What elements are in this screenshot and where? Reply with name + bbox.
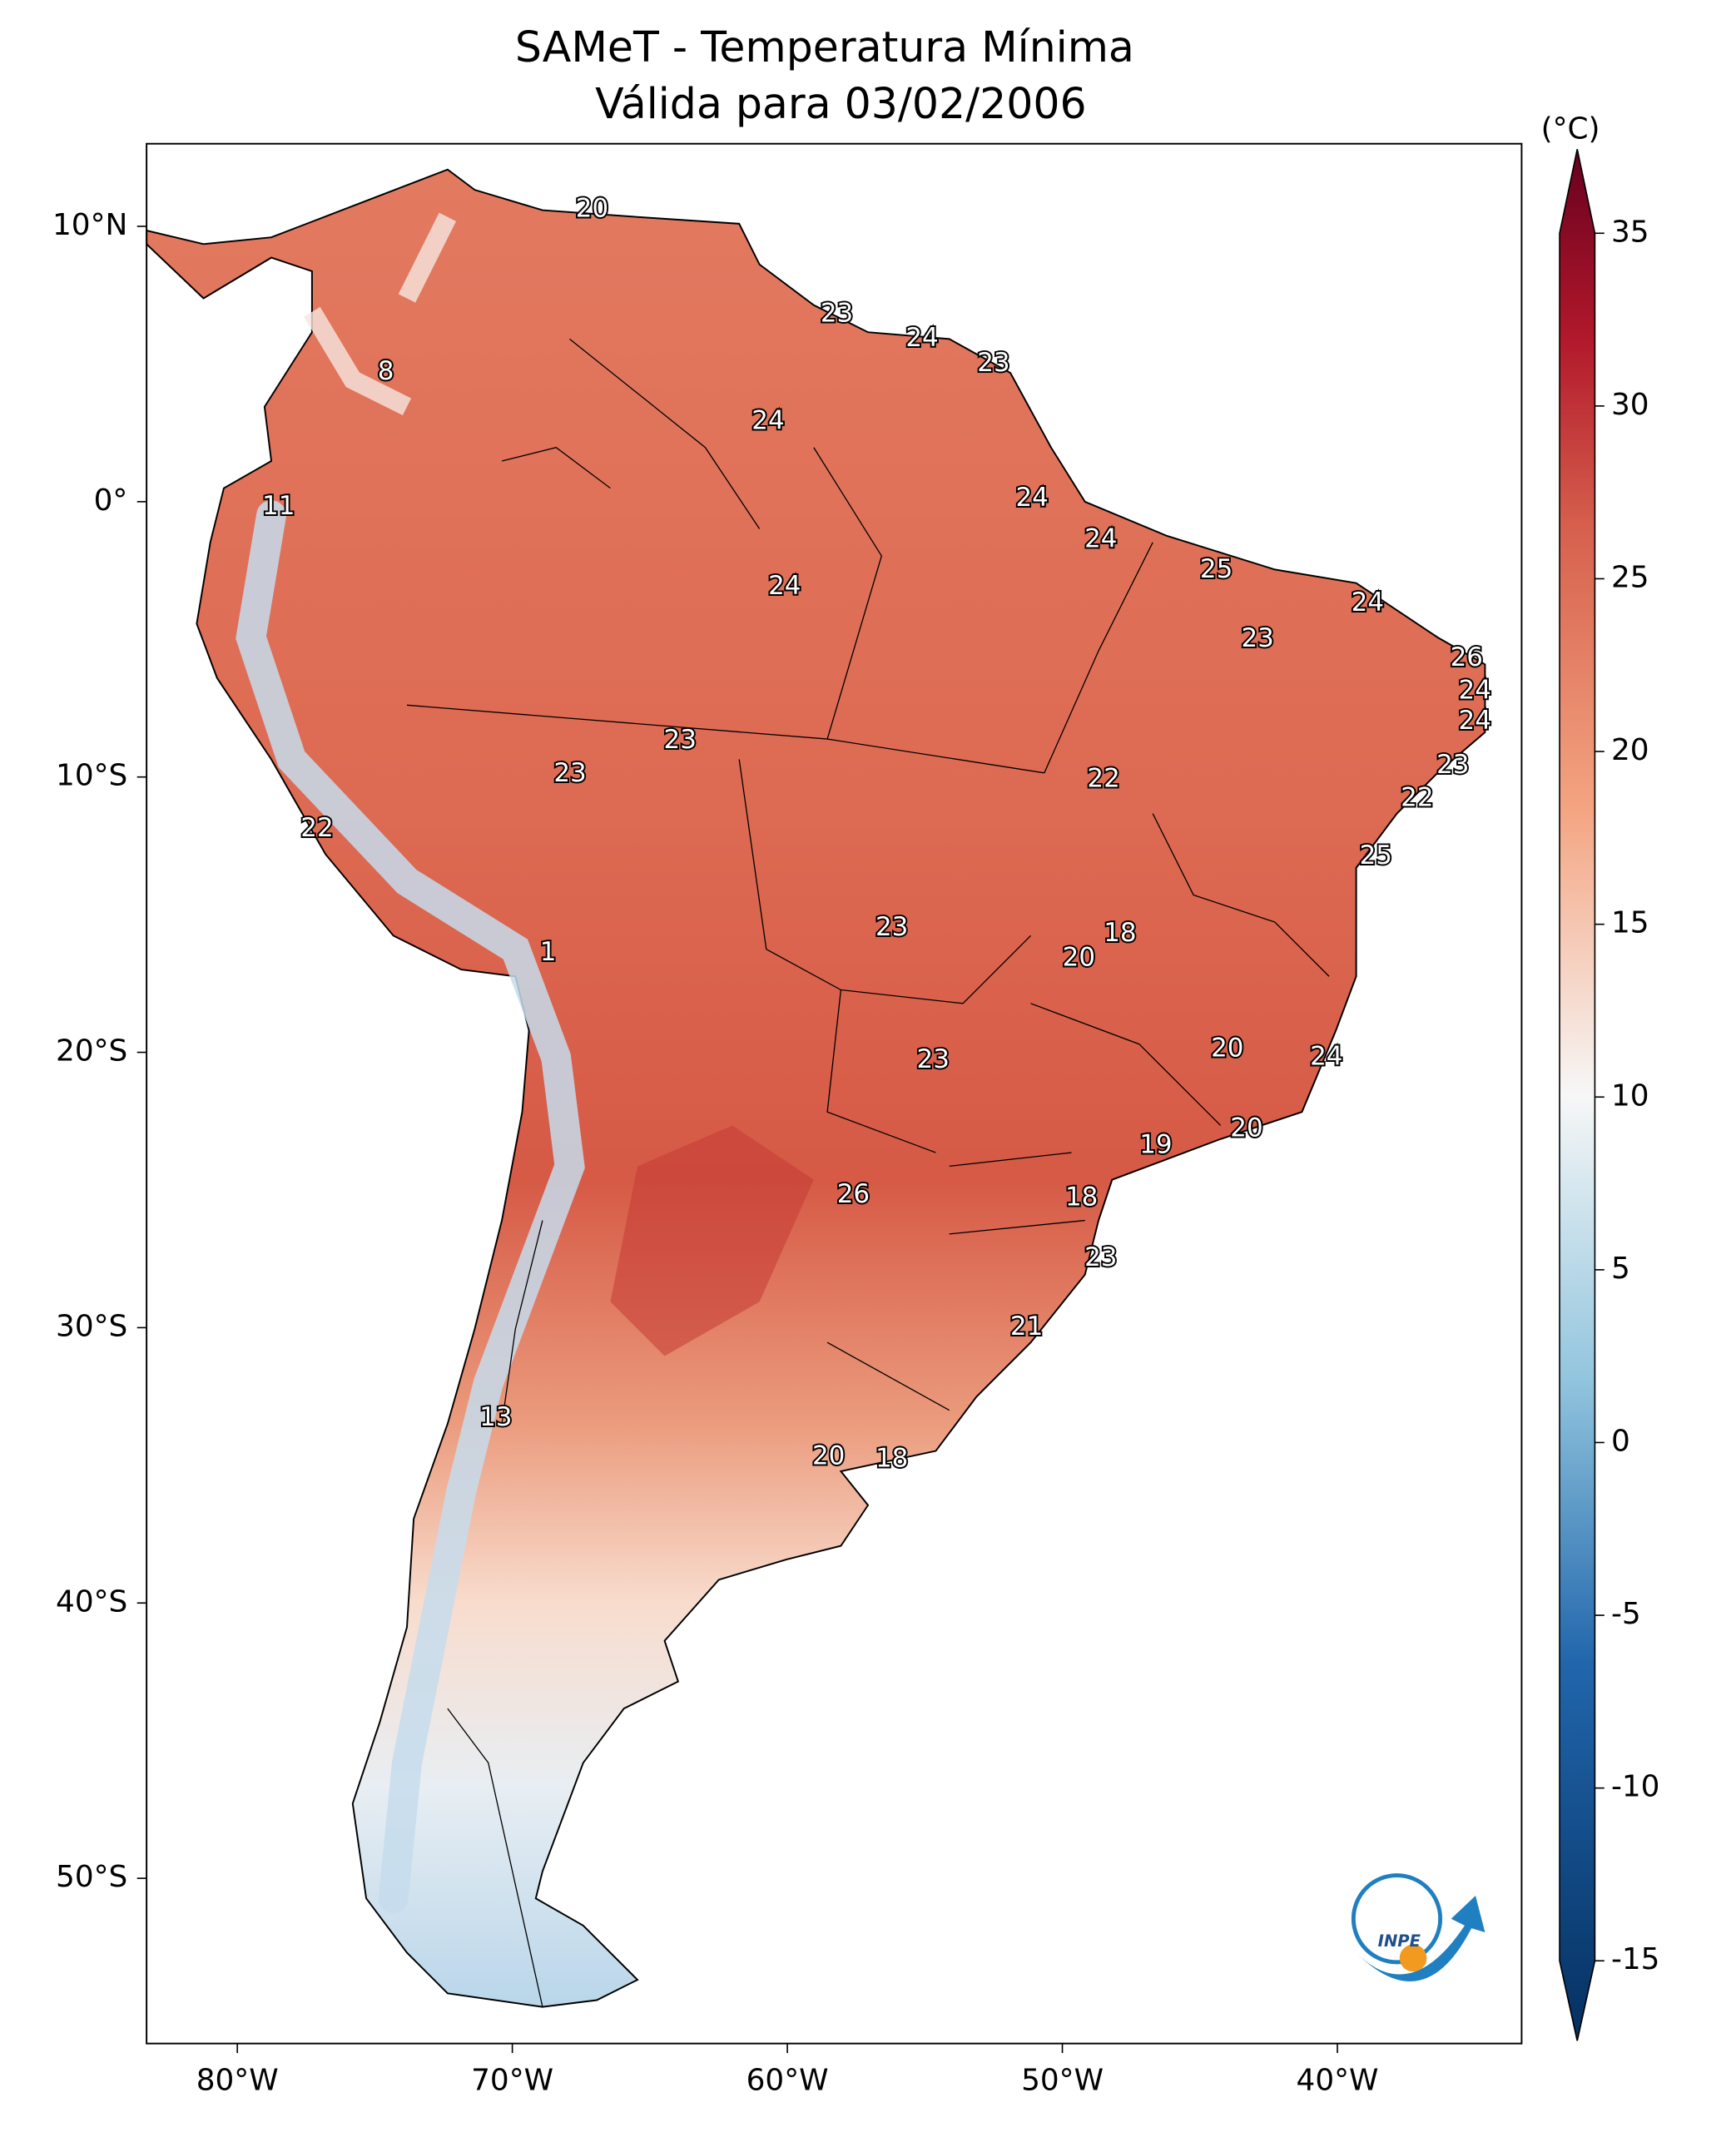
station-value: 22 xyxy=(300,813,333,843)
station-value: 24 xyxy=(1352,588,1384,617)
y-tick-label: 50°S xyxy=(56,1860,127,1894)
station-value: 19 xyxy=(1139,1130,1172,1160)
station-value: 22 xyxy=(1401,783,1433,813)
colorbar-label: (°C) xyxy=(1541,112,1600,146)
station-value: 21 xyxy=(1010,1312,1043,1341)
colorbar-tick-label: 15 xyxy=(1611,906,1649,940)
station-value: 18 xyxy=(1104,918,1136,948)
station-value: 24 xyxy=(768,571,801,601)
station-value: 23 xyxy=(664,725,697,755)
station-value: 24 xyxy=(905,323,938,353)
map-frame xyxy=(146,142,1523,2045)
station-value: 11 xyxy=(262,491,295,521)
station-value: 25 xyxy=(1360,840,1392,870)
x-tick-label: 70°W xyxy=(471,2063,553,2097)
station-value: 24 xyxy=(1015,483,1048,513)
colorbar xyxy=(1559,149,1596,2041)
y-tick-label: 0° xyxy=(94,483,128,518)
colorbar-tick-label: 35 xyxy=(1611,215,1649,249)
y-tick-label: 10°S xyxy=(56,759,127,793)
station-value: 24 xyxy=(1459,676,1491,706)
station-value: 23 xyxy=(553,758,586,788)
station-value: 24 xyxy=(1084,524,1117,554)
station-value: 26 xyxy=(1451,642,1483,672)
colorbar-tick-label: 25 xyxy=(1611,560,1649,594)
x-tick-label: 60°W xyxy=(746,2063,829,2097)
station-value: 23 xyxy=(977,348,1009,378)
colorbar-tick-label: -15 xyxy=(1611,1942,1660,1976)
x-tick-label: 50°W xyxy=(1021,2063,1104,2097)
colorbar-tick-label: 0 xyxy=(1611,1424,1630,1458)
station-value: 23 xyxy=(1084,1242,1117,1272)
station-value: 23 xyxy=(1436,750,1469,780)
colorbar-tick-label: 20 xyxy=(1611,733,1649,767)
station-value: 18 xyxy=(1065,1182,1098,1212)
station-value: 1 xyxy=(540,937,557,967)
land xyxy=(146,168,1486,2008)
subtitle: Válida para 03/02/2006 xyxy=(595,79,1087,128)
station-value: 23 xyxy=(917,1044,950,1074)
station-value: 20 xyxy=(1211,1034,1243,1064)
colorbar-tick-label: -10 xyxy=(1611,1770,1660,1804)
logo-text: INPE xyxy=(1378,1931,1421,1951)
colorbar-tick-label: -5 xyxy=(1611,1597,1641,1631)
station-value: 20 xyxy=(576,194,608,224)
colorbar-tick-label: 10 xyxy=(1611,1078,1649,1113)
station-value: 25 xyxy=(1200,554,1233,584)
station-value: 23 xyxy=(821,298,853,328)
station-value: 24 xyxy=(1310,1042,1342,1072)
station-value: 24 xyxy=(1459,706,1491,736)
x-tick-label: 80°W xyxy=(196,2063,279,2097)
y-tick-label: 20°S xyxy=(56,1034,127,1069)
station-value: 26 xyxy=(837,1179,870,1209)
y-tick-label: 30°S xyxy=(56,1309,127,1343)
station-value: 24 xyxy=(751,405,784,435)
station-value: 13 xyxy=(479,1402,512,1432)
station-value: 20 xyxy=(1063,943,1095,973)
station-value: 23 xyxy=(1241,623,1273,653)
y-tick-label: 40°S xyxy=(56,1584,127,1619)
station-value: 18 xyxy=(875,1444,908,1474)
station-value: 8 xyxy=(378,356,394,386)
colorbar-tick-label: 30 xyxy=(1611,388,1649,422)
station-value: 20 xyxy=(812,1440,845,1470)
x-tick-label: 40°W xyxy=(1297,2063,1379,2097)
logo: INPE xyxy=(1351,1873,1486,1981)
colorbar-tick-label: 5 xyxy=(1611,1252,1630,1286)
station-value: 22 xyxy=(1087,764,1119,794)
station-value: 20 xyxy=(1230,1113,1262,1143)
y-tick-label: 10°N xyxy=(52,208,127,242)
title: SAMeT - Temperatura Mínima xyxy=(515,22,1134,72)
station-value: 23 xyxy=(875,912,908,942)
